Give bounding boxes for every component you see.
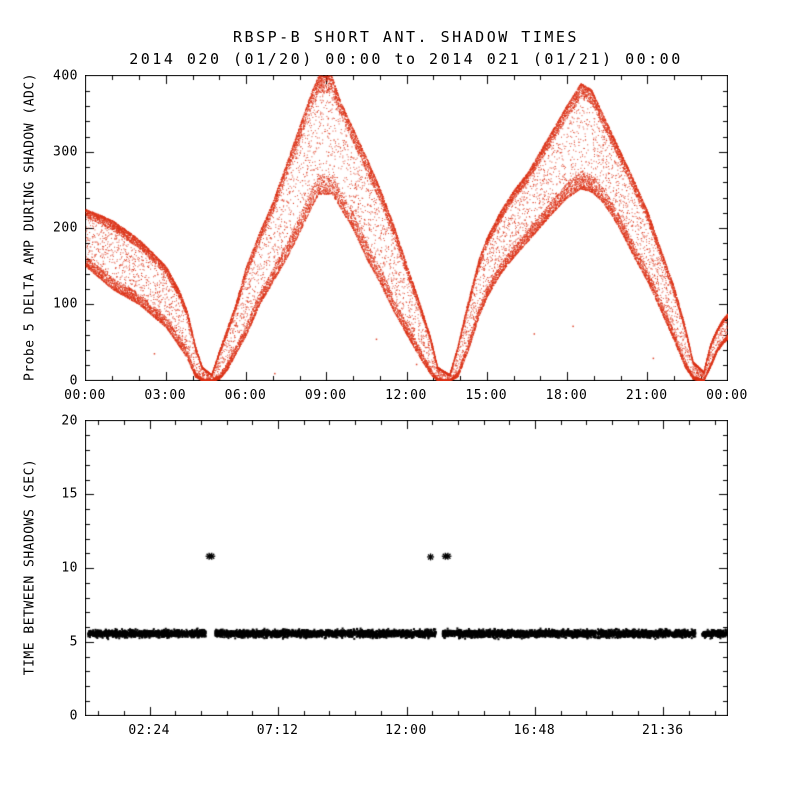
bottom-x-tick-label: 12:00 [385,723,427,738]
bottom-y-axis-title: TIME BETWEEN SHADOWS (SEC) [22,458,38,676]
top-x-tick-label: 15:00 [465,388,508,403]
top-y-tick-label: 300 [53,144,78,160]
top-x-tick-label: 00:00 [706,388,748,403]
bottom-y-tick-label: 10 [61,560,78,576]
bottom-x-tick-label: 21:36 [641,723,684,738]
top-scatter-canvas [85,75,728,381]
top-y-tick-label: 100 [53,296,78,312]
bottom-y-tick-label: 20 [61,413,78,428]
top-x-tick-label: 21:00 [625,388,668,403]
top-x-tick-label: 12:00 [385,388,427,403]
top-y-tick-label: 0 [69,373,78,388]
bottom-x-tick-label: 07:12 [256,723,299,738]
top-y-tick-label: 200 [53,220,78,236]
top-x-tick-label: 06:00 [224,388,267,403]
top-x-tick-label: 18:00 [545,388,588,403]
bottom-scatter-canvas [85,420,728,716]
top-y-tick-label: 400 [53,68,78,83]
bottom-y-tick-label: 15 [61,486,78,502]
top-y-axis-title: Probe 5 DELTA AMP DURING SHADOW (ADC) [22,72,38,382]
chart-title: RBSP-B SHORT ANT. SHADOW TIMES [233,28,579,46]
top-x-tick-label: 00:00 [64,388,106,403]
chart-subtitle: 2014 020 (01/20) 00:00 to 2014 021 (01/2… [129,50,683,68]
top-x-tick-label: 03:00 [144,388,187,403]
top-x-tick-label: 09:00 [304,388,347,403]
bottom-x-tick-label: 16:48 [513,723,556,738]
bottom-y-tick-label: 0 [69,708,78,723]
bottom-y-tick-label: 5 [69,634,78,650]
bottom-x-tick-label: 02:24 [128,723,171,738]
